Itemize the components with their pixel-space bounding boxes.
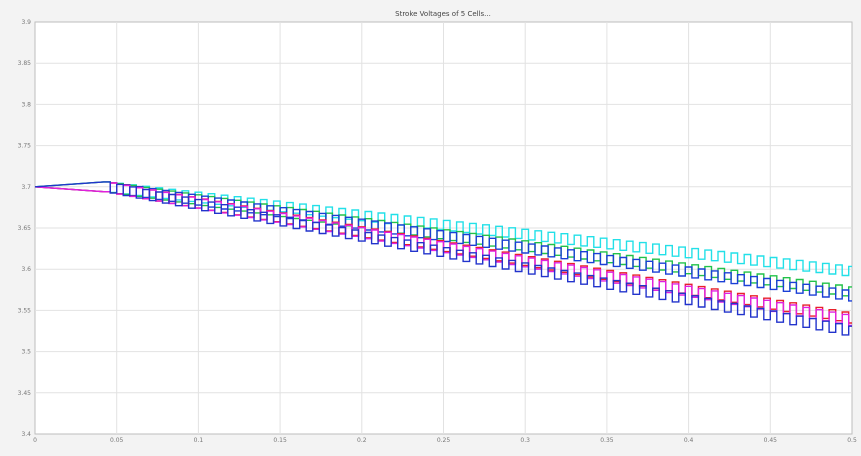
x-tick-label: 0.05 [110,437,124,444]
y-axis-ticks: 3.9 3.85 3.8 3.75 3.7 3.65 3.6 3.55 3.5 3.45 3.4 [18,19,32,438]
y-tick-label: 3.75 [18,143,32,150]
x-tick-label: 0.1 [194,437,204,444]
y-tick-label: 3.85 [18,60,32,67]
y-tick-label: 3.6 [21,266,31,273]
x-tick-label: 0.5 [847,437,857,444]
x-tick-label: 0.25 [437,437,451,444]
y-tick-label: 3.5 [21,349,31,356]
x-tick-label: 0.3 [520,437,530,444]
y-tick-label: 3.4 [21,431,31,438]
y-tick-label: 3.7 [21,184,31,191]
y-tick-label: 3.8 [21,101,31,108]
x-axis-ticks: 0 0.05 0.1 0.15 0.2 0.25 0.3 0.35 0.4 0.45 0.5 [33,437,857,444]
x-tick-label: 0.2 [357,437,367,444]
x-tick-label: 0 [33,437,37,444]
series-group [34,181,852,336]
grid [35,22,852,434]
x-tick-label: 0.45 [764,437,778,444]
chart-title: Stroke Voltages of 5 Cells... [395,10,491,18]
y-tick-label: 3.55 [18,307,32,314]
y-tick-label: 3.45 [18,390,32,397]
series-line-6 [34,181,852,336]
x-tick-label: 0.35 [600,437,614,444]
x-tick-label: 0.4 [684,437,694,444]
x-tick-label: 0.15 [273,437,287,444]
y-tick-label: 3.9 [21,19,31,26]
y-tick-label: 3.65 [18,225,32,232]
